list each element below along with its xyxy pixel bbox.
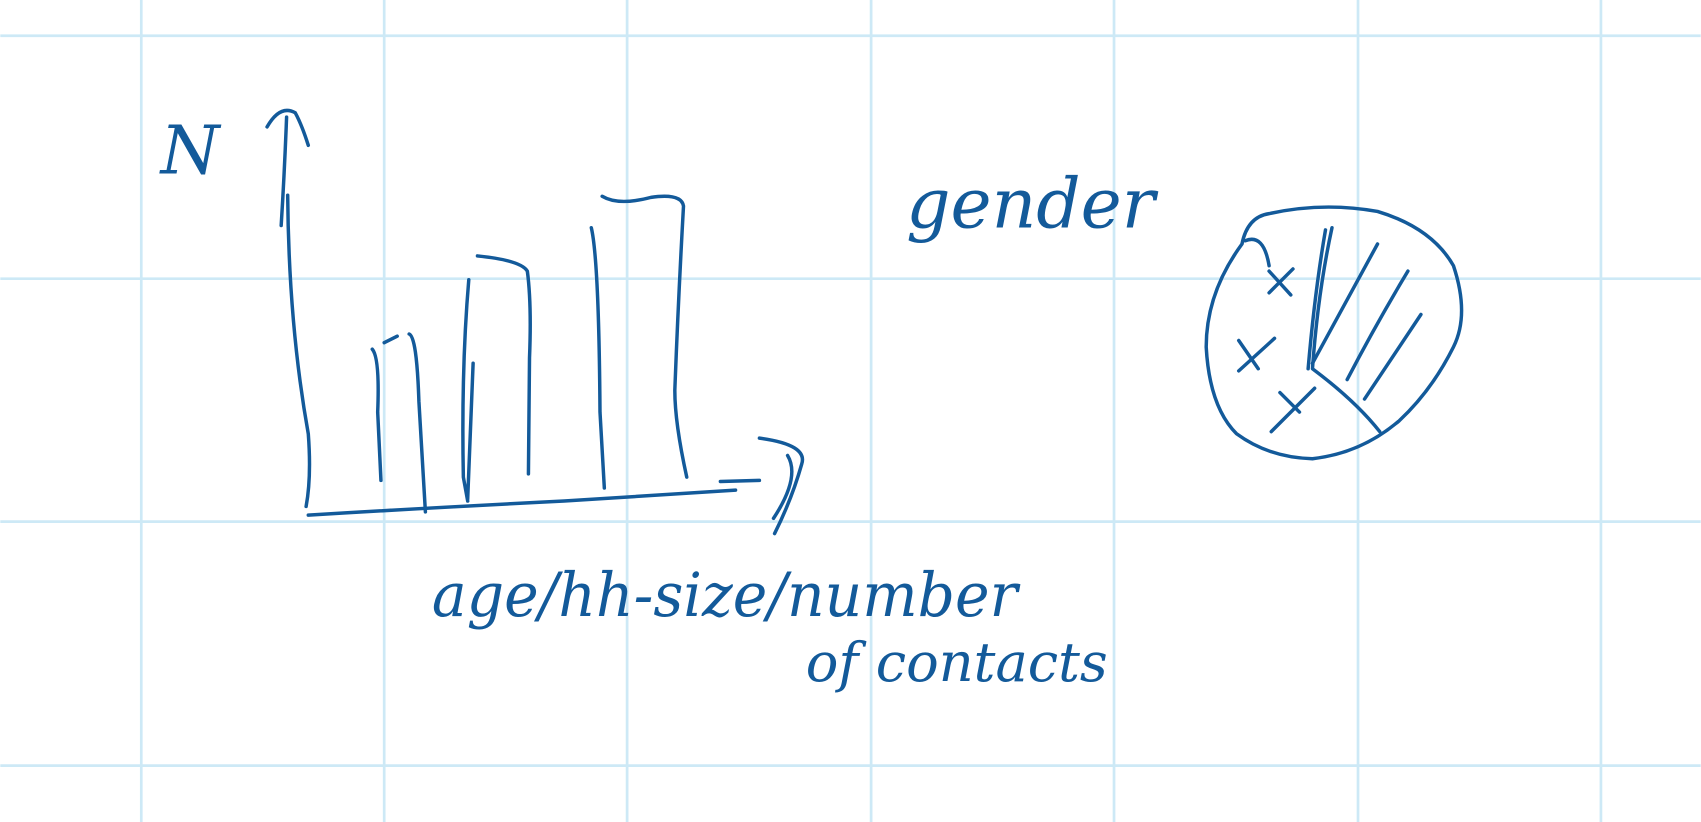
pie-label: gender	[906, 165, 1159, 245]
x-axis-label-line-2: of contacts	[806, 631, 1108, 694]
x-axis-label: age/hh-size/number	[432, 561, 1021, 631]
bar-sketch	[265, 108, 805, 536]
y-axis-label: N	[159, 112, 222, 190]
pie-sketch	[1204, 205, 1464, 461]
